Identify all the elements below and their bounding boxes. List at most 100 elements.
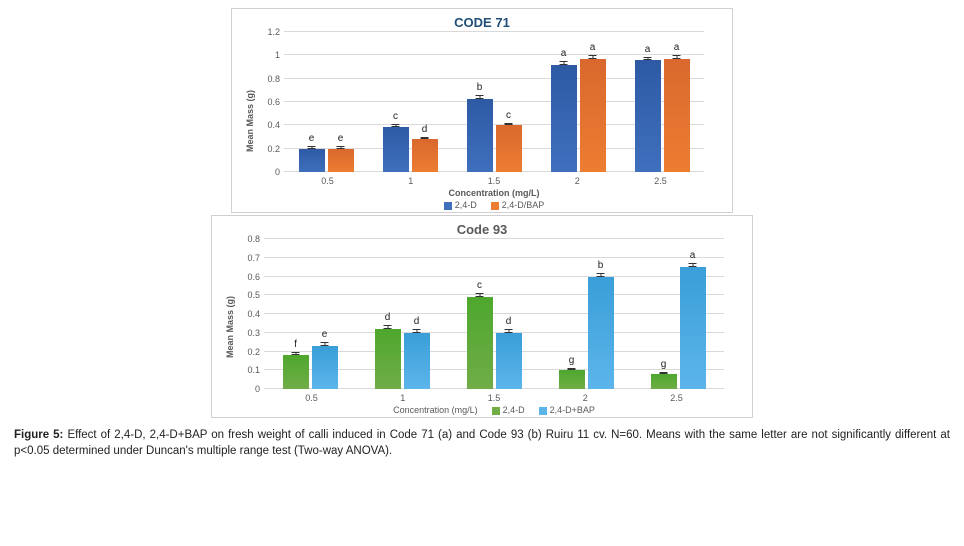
bar: d: [375, 329, 401, 389]
error-bar: [324, 342, 325, 346]
bar: e: [312, 346, 338, 389]
legend-swatch: [491, 202, 499, 210]
significance-letter: e: [322, 329, 328, 340]
bar-group: aa: [635, 32, 690, 172]
significance-letter: f: [294, 339, 297, 350]
bar: g: [559, 370, 585, 389]
bar: d: [496, 333, 522, 389]
error-bar: [508, 123, 509, 125]
bar-group: ga: [651, 239, 706, 389]
significance-letter: e: [338, 133, 344, 144]
legend-item: 2,4-D: [492, 405, 525, 415]
bar: c: [467, 297, 493, 389]
error-bar: [395, 124, 396, 126]
y-tick-label: 0.7: [247, 253, 264, 263]
error-bar: [295, 352, 296, 356]
significance-letter: a: [590, 42, 596, 53]
bar: g: [651, 374, 677, 389]
significance-letter: a: [645, 44, 651, 55]
y-axis-label: Mean Mass (g): [245, 90, 255, 152]
y-tick-label: 0.3: [247, 328, 264, 338]
x-tick-label: 1: [408, 176, 413, 186]
significance-letter: g: [661, 359, 667, 370]
significance-letter: a: [690, 250, 696, 261]
x-tick-label: 2.5: [670, 393, 683, 403]
error-bar: [647, 57, 648, 61]
error-bar: [416, 329, 417, 333]
legend-item: 2,4-D: [444, 200, 477, 210]
y-tick-label: 0.4: [267, 120, 284, 130]
error-bar: [663, 372, 664, 374]
bar-group: bc: [467, 32, 522, 172]
error-bar: [387, 325, 388, 329]
legend-swatch: [539, 407, 547, 415]
bar-group: cd: [467, 239, 522, 389]
significance-letter: c: [506, 110, 511, 121]
bar: a: [680, 267, 706, 389]
caption-label: Figure 5:: [14, 429, 63, 441]
bar: c: [383, 127, 409, 173]
legend-swatch: [492, 407, 500, 415]
significance-letter: b: [477, 82, 483, 93]
bar: e: [299, 149, 325, 172]
significance-letter: b: [598, 260, 604, 271]
figure-caption: Figure 5: Effect of 2,4-D, 2,4-D+BAP on …: [8, 428, 956, 459]
plot-area: 00.20.40.60.811.2eecdbcaaaa: [284, 32, 704, 172]
bar: f: [283, 355, 309, 389]
x-label-row: Concentration (mg/L)2,4-D2,4-D+BAP: [264, 405, 724, 415]
bar: a: [664, 59, 690, 172]
error-bar: [592, 55, 593, 59]
significance-letter: d: [422, 124, 428, 135]
y-tick-label: 0.5: [247, 290, 264, 300]
significance-letter: g: [569, 355, 575, 366]
bar-group: aa: [551, 32, 606, 172]
chart-title: Code 93: [222, 222, 742, 237]
y-tick-label: 0.8: [247, 234, 264, 244]
y-tick-label: 0.8: [267, 74, 284, 84]
x-tick-label: 1: [400, 393, 405, 403]
error-bar: [600, 273, 601, 277]
bars-row: feddcdgbga: [264, 239, 724, 389]
y-axis-label: Mean Mass (g): [225, 296, 235, 358]
y-tick-label: 0.4: [247, 309, 264, 319]
bar: a: [635, 60, 661, 172]
bar: a: [580, 59, 606, 172]
chart-title: CODE 71: [242, 15, 722, 30]
bar-group: ee: [299, 32, 354, 172]
legend-item: 2,4-D+BAP: [539, 405, 595, 415]
x-axis: 0.511.522.5: [264, 393, 724, 403]
error-bar: [479, 293, 480, 297]
legend-label: 2,4-D/BAP: [502, 200, 545, 210]
error-bar: [692, 263, 693, 267]
error-bar: [479, 95, 480, 99]
significance-letter: d: [506, 316, 512, 327]
legend-label: 2,4-D+BAP: [550, 405, 595, 415]
x-tick-label: 2.5: [654, 176, 667, 186]
error-bar: [563, 61, 564, 65]
bar: d: [412, 139, 438, 172]
error-bar: [340, 146, 341, 148]
bar-group: cd: [383, 32, 438, 172]
bar: d: [404, 333, 430, 389]
legend-swatch: [444, 202, 452, 210]
legend-item: 2,4-D/BAP: [491, 200, 545, 210]
significance-letter: a: [674, 42, 680, 53]
bar: b: [588, 277, 614, 390]
caption-text: Effect of 2,4-D, 2,4-D+BAP on fresh weig…: [14, 429, 950, 457]
significance-letter: d: [385, 312, 391, 323]
plot-area: 00.10.20.30.40.50.60.70.8feddcdgbga: [264, 239, 724, 389]
x-axis: 0.511.522.5: [284, 176, 704, 186]
error-bar: [424, 137, 425, 139]
y-tick-label: 1.2: [267, 27, 284, 37]
error-bar: [508, 329, 509, 333]
y-tick-label: 0.6: [267, 97, 284, 107]
y-tick-label: 0: [275, 167, 284, 177]
significance-letter: c: [393, 111, 398, 122]
y-tick-label: 0: [255, 384, 264, 394]
y-tick-label: 0.6: [247, 272, 264, 282]
legend-label: 2,4-D: [455, 200, 477, 210]
chart-code93: Code 9300.10.20.30.40.50.60.70.8feddcdgb…: [211, 215, 753, 418]
legend-label: 2,4-D: [503, 405, 525, 415]
x-axis-label: Concentration (mg/L): [284, 188, 704, 198]
figure-container: CODE 7100.20.40.60.811.2eecdbcaaaaMean M…: [8, 8, 956, 459]
